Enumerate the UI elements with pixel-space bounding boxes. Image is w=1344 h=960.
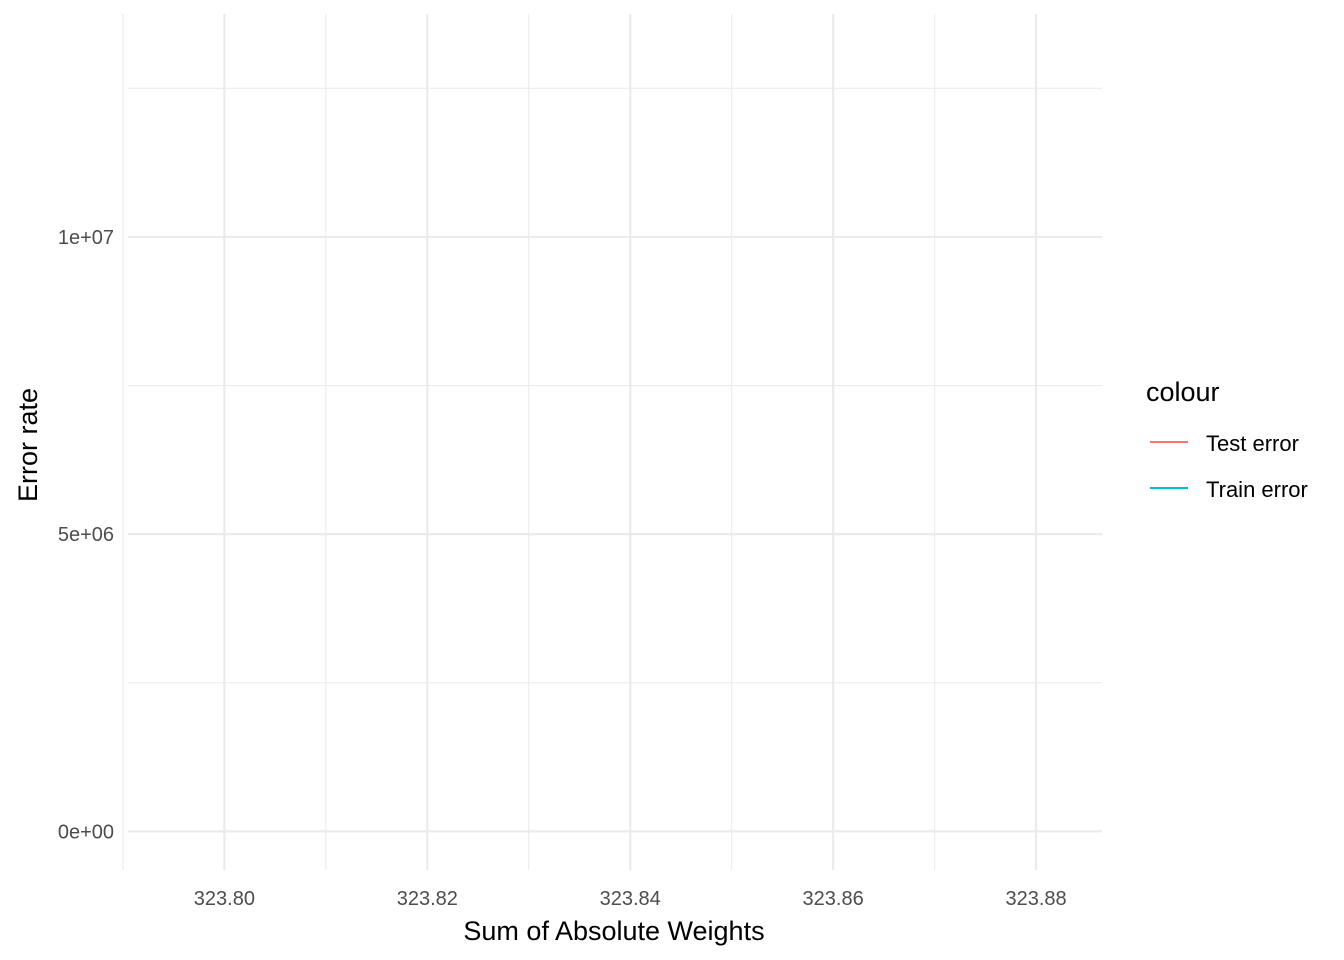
y-tick-label: 5e+06 (58, 524, 114, 546)
y-tick-label: 1e+07 (58, 227, 114, 249)
x-tick-label: 323.84 (600, 888, 661, 910)
y-tick-labels: 0e+00 5e+06 1e+07 (58, 227, 114, 843)
legend-item: Train error (1150, 477, 1308, 502)
x-tick-label: 323.82 (397, 888, 458, 910)
legend-title: colour (1146, 377, 1220, 407)
major-grid (128, 14, 1102, 870)
y-axis-title: Error rate (13, 388, 43, 502)
legend-items: Test error Train error (1150, 431, 1308, 502)
x-axis-title: Sum of Absolute Weights (463, 916, 764, 946)
legend-label: Test error (1206, 431, 1299, 456)
minor-grid (122, 14, 1102, 870)
x-tick-label: 323.86 (803, 888, 864, 910)
x-tick-labels: 323.80 323.82 323.84 323.86 323.88 (194, 888, 1067, 910)
x-tick-label: 323.80 (194, 888, 255, 910)
x-tick-label: 323.88 (1005, 888, 1066, 910)
legend-label: Train error (1206, 477, 1308, 502)
legend-item: Test error (1150, 431, 1299, 456)
legend: colour Test error Train error (1146, 377, 1308, 502)
y-tick-label: 0e+00 (58, 821, 114, 843)
